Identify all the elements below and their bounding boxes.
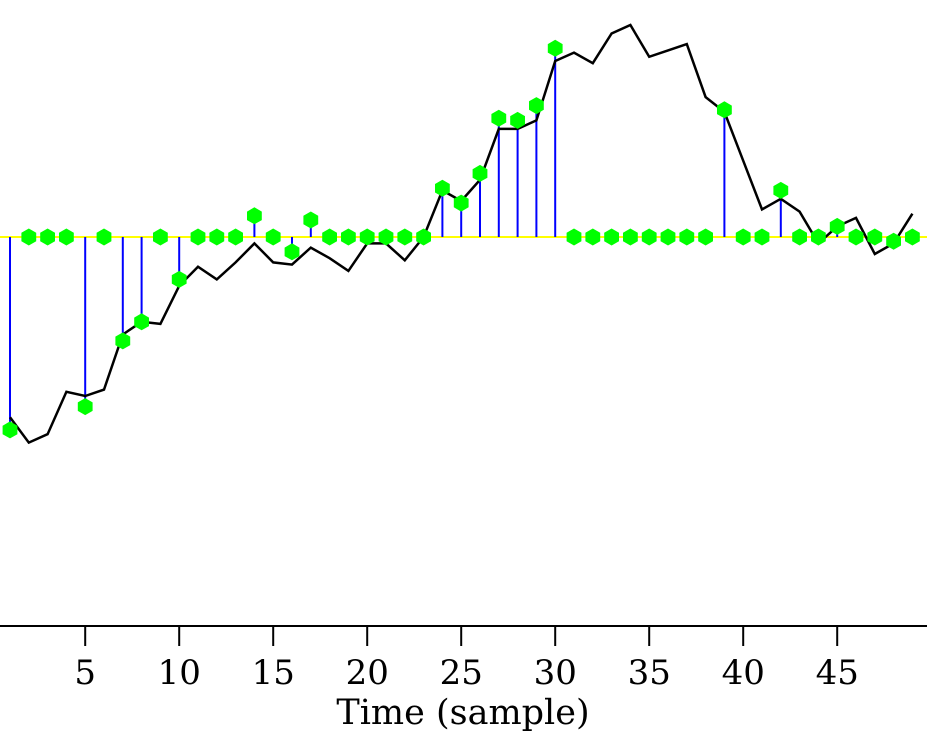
stem-marker: [96, 228, 112, 246]
stem-marker: [735, 228, 751, 246]
x-tick-label: 30: [534, 653, 577, 693]
stem-marker: [811, 228, 826, 246]
stem-marker: [773, 181, 789, 199]
stem-marker: [529, 97, 544, 115]
stem-lines: [9, 48, 895, 430]
stem-marker: [604, 228, 619, 246]
x-tick-label: 10: [158, 653, 201, 693]
x-tick-label: 35: [628, 653, 671, 693]
stem-marker: [717, 101, 732, 119]
stem-marker: [397, 228, 413, 246]
stem-marker: [547, 39, 563, 57]
x-tick-label: 15: [252, 653, 295, 693]
stem-marker: [905, 228, 920, 246]
stem-marker: [660, 228, 676, 246]
x-tick-label: 45: [816, 653, 859, 693]
x-tick-label: 20: [346, 653, 389, 693]
x-axis-title: Time (sample): [336, 693, 589, 733]
stem-marker: [134, 313, 149, 331]
stem-marker: [472, 164, 488, 182]
stem-marker: [491, 109, 507, 127]
stem-marker: [378, 228, 394, 246]
stem-marker: [848, 228, 864, 246]
x-axis-ticks: 5 10 15 20 25 30 35 40 45: [74, 626, 859, 693]
stem-marker: [510, 111, 525, 129]
stem-marker: [641, 228, 657, 246]
stem-marker: [21, 228, 37, 246]
stem-marker: [679, 228, 695, 246]
stem-marker: [303, 211, 319, 229]
stem-marker: [115, 332, 131, 350]
stem-marker: [566, 228, 582, 246]
stem-marker: [585, 228, 601, 246]
stem-markers: [2, 39, 920, 439]
x-tick-label: 25: [440, 653, 483, 693]
stem-marker: [829, 217, 845, 235]
stem-marker: [40, 228, 55, 246]
stem-marker: [416, 228, 431, 246]
stem-marker: [284, 243, 300, 261]
stem-marker: [247, 207, 262, 225]
stem-marker: [698, 228, 713, 246]
stem-marker: [77, 398, 93, 416]
stem-marker: [59, 228, 74, 246]
stem-marker: [209, 228, 225, 246]
stem-marker: [435, 179, 450, 197]
stem-marker: [265, 228, 281, 246]
stem-marker: [341, 228, 356, 246]
x-tick-label: 5: [74, 653, 96, 693]
stem-marker: [153, 228, 168, 246]
stem-marker: [228, 228, 243, 246]
stem-marker: [322, 228, 337, 246]
x-tick-label: 40: [722, 653, 765, 693]
stem-marker: [623, 228, 638, 246]
stem-marker: [886, 232, 901, 250]
stem-marker: [754, 228, 770, 246]
stem-marker: [359, 228, 375, 246]
stem-marker: [171, 270, 187, 288]
stem-marker: [792, 228, 807, 246]
stem-marker: [2, 421, 18, 439]
stem-marker: [190, 228, 206, 246]
stem-marker: [453, 194, 469, 212]
stem-marker: [867, 228, 883, 246]
